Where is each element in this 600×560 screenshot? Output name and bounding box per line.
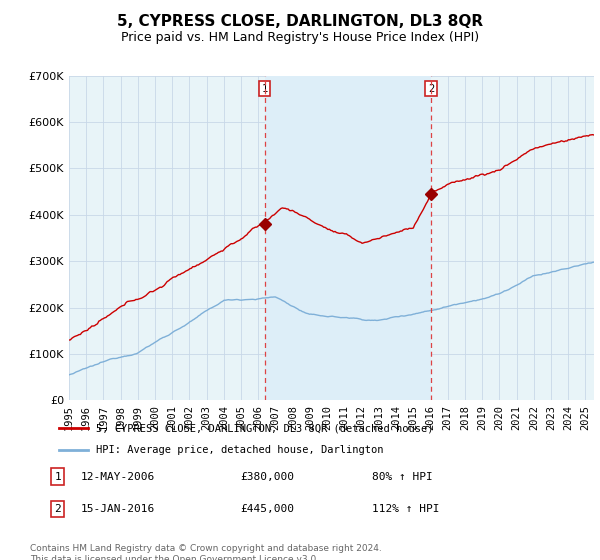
Bar	[265, 76, 431, 400]
Text: 15-JAN-2016: 15-JAN-2016	[81, 504, 155, 514]
Text: 5, CYPRESS CLOSE, DARLINGTON, DL3 8QR (detached house): 5, CYPRESS CLOSE, DARLINGTON, DL3 8QR (d…	[95, 423, 433, 433]
Text: £445,000: £445,000	[240, 504, 294, 514]
Text: 2: 2	[428, 83, 434, 94]
Text: 12-MAY-2006: 12-MAY-2006	[81, 472, 155, 482]
Text: 1: 1	[262, 83, 268, 94]
Text: 1: 1	[54, 472, 61, 482]
Text: 5, CYPRESS CLOSE, DARLINGTON, DL3 8QR: 5, CYPRESS CLOSE, DARLINGTON, DL3 8QR	[117, 14, 483, 29]
Text: 112% ↑ HPI: 112% ↑ HPI	[372, 504, 439, 514]
Text: £380,000: £380,000	[240, 472, 294, 482]
Text: Contains HM Land Registry data © Crown copyright and database right 2024.
This d: Contains HM Land Registry data © Crown c…	[30, 544, 382, 560]
Text: Price paid vs. HM Land Registry's House Price Index (HPI): Price paid vs. HM Land Registry's House …	[121, 31, 479, 44]
Text: HPI: Average price, detached house, Darlington: HPI: Average price, detached house, Darl…	[95, 445, 383, 455]
Text: 2: 2	[54, 504, 61, 514]
Text: 80% ↑ HPI: 80% ↑ HPI	[372, 472, 433, 482]
